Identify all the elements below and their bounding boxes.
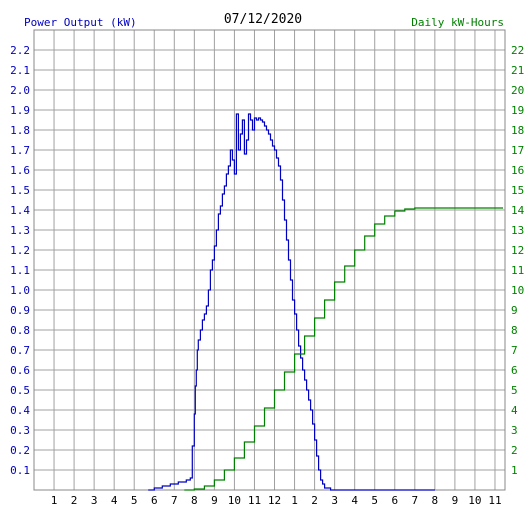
right-y-tick-label: 15 bbox=[511, 184, 524, 197]
right-y-tick-label: 14 bbox=[511, 204, 525, 217]
right-y-tick-label: 17 bbox=[511, 144, 524, 157]
left-y-tick-label: 0.1 bbox=[10, 464, 30, 477]
x-tick-label: 1 bbox=[51, 494, 58, 507]
right-y-tick-label: 1 bbox=[511, 464, 518, 477]
left-y-tick-labels: 0.1 0.2 0.3 0.4 0.5 0.6 0.7 0.8 0.9 1.0 1.1 1.2 1.3 1… bbox=[10, 44, 30, 477]
x-tick-label: 5 bbox=[371, 494, 378, 507]
x-tick-label: 8 bbox=[432, 494, 439, 507]
left-y-tick-label: 1.8 bbox=[10, 124, 30, 137]
left-y-tick-label: 1.0 bbox=[10, 284, 30, 297]
left-y-tick-label: 0.5 bbox=[10, 384, 30, 397]
x-tick-label: 2 bbox=[71, 494, 78, 507]
x-tick-label: 4 bbox=[111, 494, 118, 507]
right-y-tick-label: 3 bbox=[511, 424, 518, 437]
x-tick-label: 1 bbox=[291, 494, 298, 507]
right-y-tick-label: 21 bbox=[511, 64, 524, 77]
x-tick-label: 2 bbox=[311, 494, 318, 507]
left-y-tick-label: 0.7 bbox=[10, 344, 30, 357]
right-y-tick-label: 9 bbox=[511, 304, 518, 317]
right-y-tick-label: 20 bbox=[511, 84, 524, 97]
x-tick-label: 9 bbox=[452, 494, 459, 507]
left-y-tick-label: 0.2 bbox=[10, 444, 30, 457]
left-axis-title: Power Output (kW) bbox=[24, 16, 137, 29]
right-y-tick-label: 18 bbox=[511, 124, 524, 137]
daily-kwh-line bbox=[184, 207, 503, 491]
left-y-tick-label: 1.6 bbox=[10, 164, 30, 177]
x-tick-labels: 1 2 3 4 5 6 7 8 9 10 11 12 1 2 3 4 5 6 7 8 9 10 11 bbox=[51, 494, 502, 507]
left-y-tick-label: 1.4 bbox=[10, 204, 30, 217]
left-y-tick-label: 1.3 bbox=[10, 224, 30, 237]
left-y-tick-label: 1.9 bbox=[10, 104, 30, 117]
left-y-tick-label: 1.7 bbox=[10, 144, 30, 157]
x-tick-label: 12 bbox=[268, 494, 281, 507]
left-y-tick-label: 0.9 bbox=[10, 304, 30, 317]
x-tick-label: 4 bbox=[351, 494, 358, 507]
x-tick-label: 10 bbox=[228, 494, 241, 507]
x-tick-label: 11 bbox=[248, 494, 261, 507]
chart-title: 07/12/2020 bbox=[224, 12, 302, 27]
left-y-tick-label: 0.8 bbox=[10, 324, 30, 337]
left-y-tick-label: 0.4 bbox=[10, 404, 30, 417]
power-output-line bbox=[148, 113, 435, 491]
x-tick-label: 7 bbox=[411, 494, 418, 507]
right-y-tick-label: 12 bbox=[511, 244, 524, 257]
right-y-tick-label: 6 bbox=[511, 364, 518, 377]
left-y-tick-label: 1.5 bbox=[10, 184, 30, 197]
right-axis-title: Daily kW-Hours bbox=[411, 16, 504, 29]
x-tick-label: 7 bbox=[171, 494, 178, 507]
x-tick-label: 8 bbox=[191, 494, 198, 507]
left-y-tick-label: 0.6 bbox=[10, 364, 30, 377]
left-y-tick-label: 2.0 bbox=[10, 84, 30, 97]
right-y-tick-label: 13 bbox=[511, 224, 524, 237]
right-y-tick-label: 4 bbox=[511, 404, 518, 417]
left-y-tick-label: 2.1 bbox=[10, 64, 30, 77]
x-tick-label: 6 bbox=[391, 494, 398, 507]
right-y-tick-label: 10 bbox=[511, 284, 524, 297]
x-tick-label: 10 bbox=[468, 494, 481, 507]
x-tick-label: 3 bbox=[331, 494, 338, 507]
right-y-tick-label: 8 bbox=[511, 324, 518, 337]
left-y-tick-label: 1.1 bbox=[10, 264, 30, 277]
x-tick-label: 11 bbox=[488, 494, 501, 507]
right-y-tick-label: 5 bbox=[511, 384, 518, 397]
left-y-tick-label: 1.2 bbox=[10, 244, 30, 257]
x-tick-label: 6 bbox=[151, 494, 158, 507]
right-y-tick-label: 7 bbox=[511, 344, 518, 357]
grid-lines bbox=[34, 30, 505, 490]
right-y-tick-label: 11 bbox=[511, 264, 524, 277]
x-tick-label: 9 bbox=[211, 494, 218, 507]
right-y-tick-label: 2 bbox=[511, 444, 518, 457]
right-y-tick-label: 19 bbox=[511, 104, 524, 117]
plot-area-frame bbox=[33, 29, 506, 491]
x-tick-label: 5 bbox=[131, 494, 138, 507]
right-y-tick-label: 22 bbox=[511, 44, 524, 57]
x-tick-label: 3 bbox=[91, 494, 98, 507]
right-y-tick-label: 16 bbox=[511, 164, 524, 177]
left-y-tick-label: 0.3 bbox=[10, 424, 30, 437]
series-lines bbox=[148, 113, 503, 491]
left-y-tick-label: 2.2 bbox=[10, 44, 30, 57]
